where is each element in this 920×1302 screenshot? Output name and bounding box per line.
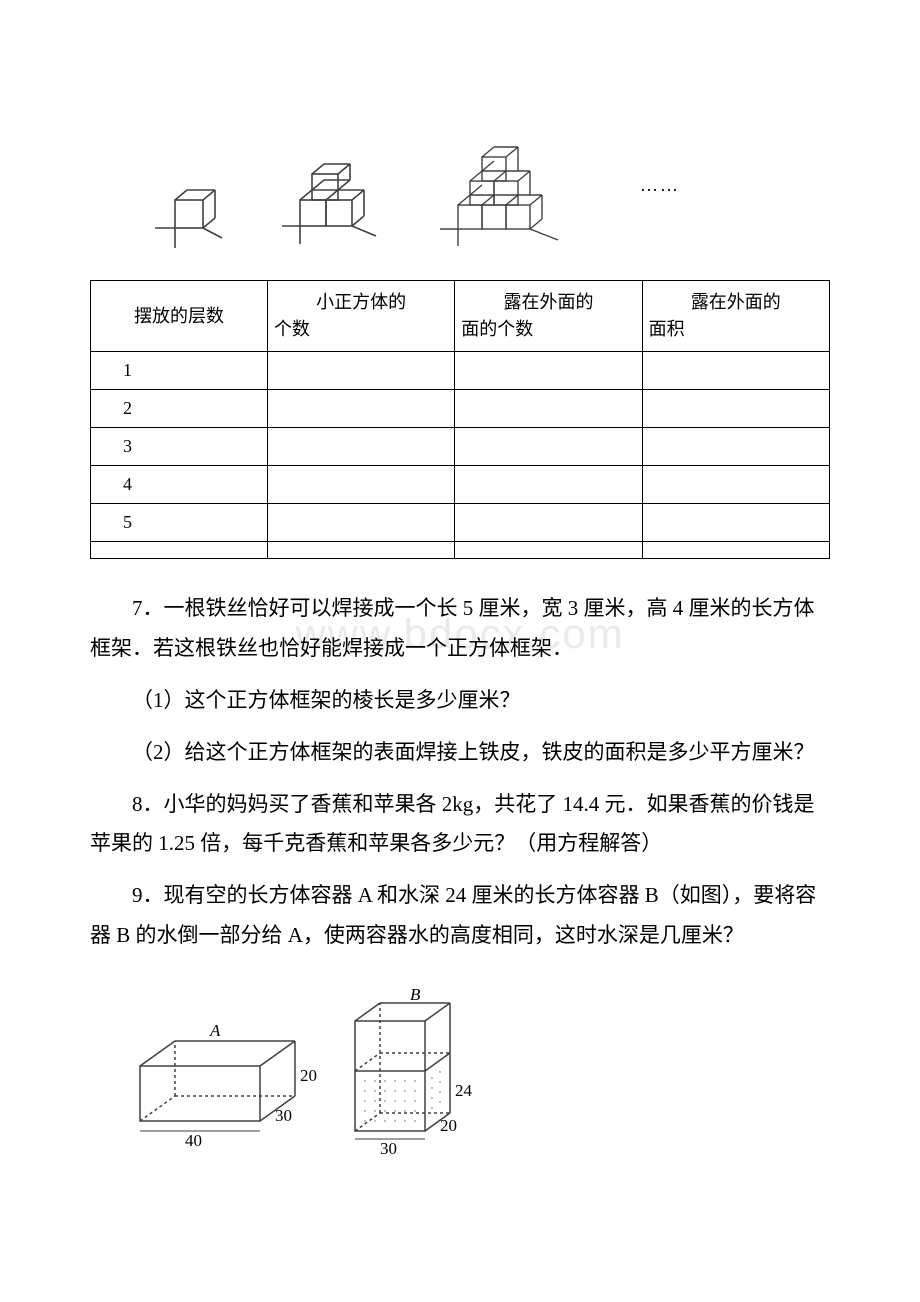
dim-B-water: 24	[455, 1081, 473, 1100]
cell-n4: 4	[91, 466, 268, 504]
table-row: 2	[91, 390, 830, 428]
page-content: …… 摆放的层数 小正方体的 个数 露在外面的 面的个数 露在外面的 面积 1 …	[0, 0, 920, 1221]
cell	[455, 504, 642, 542]
header-cubes-l1: 小正方体的	[274, 289, 448, 316]
cell	[455, 466, 642, 504]
header-cubes-l2: 个数	[274, 316, 448, 343]
header-faces-l1: 露在外面的	[461, 289, 635, 316]
cube-figure-2	[280, 140, 400, 250]
header-area-l2: 面积	[649, 316, 823, 343]
header-cubes: 小正方体的 个数	[267, 281, 454, 352]
cell	[267, 466, 454, 504]
cell	[642, 466, 829, 504]
table-header-row: 摆放的层数 小正方体的 个数 露在外面的 面的个数 露在外面的 面积	[91, 281, 830, 352]
dim-A-d: 30	[275, 1106, 292, 1125]
cell-n2: 2	[91, 390, 268, 428]
cell	[455, 352, 642, 390]
cell	[455, 390, 642, 428]
cell	[267, 542, 454, 559]
question-9: 9．现有空的长方体容器 A 和水深 24 厘米的长方体容器 B（如图），要将容器…	[90, 876, 830, 956]
cell	[642, 390, 829, 428]
cell-n6	[91, 542, 268, 559]
containers-figure: A 20 30 40	[120, 986, 490, 1176]
ellipsis-dots: ……	[640, 175, 680, 196]
dim-A-w: 40	[185, 1131, 202, 1150]
cell	[267, 504, 454, 542]
label-A: A	[209, 1021, 221, 1040]
cell-n1: 1	[91, 352, 268, 390]
header-faces: 露在外面的 面的个数	[455, 281, 642, 352]
cell-n5: 5	[91, 504, 268, 542]
header-area: 露在外面的 面积	[642, 281, 829, 352]
header-layers: 摆放的层数	[91, 281, 268, 352]
table-row	[91, 542, 830, 559]
table-row: 3	[91, 428, 830, 466]
question-7-intro: 7．一根铁丝恰好可以焊接成一个长 5 厘米，宽 3 厘米，高 4 厘米的长方体框…	[90, 589, 830, 669]
cube-figures-row: ……	[150, 120, 830, 250]
cell	[642, 542, 829, 559]
table-row: 4	[91, 466, 830, 504]
cell	[455, 542, 642, 559]
table-row: 5	[91, 504, 830, 542]
header-faces-l2: 面的个数	[461, 316, 635, 343]
cube-figure-3	[440, 110, 590, 250]
dim-B-d: 20	[440, 1116, 457, 1135]
question-7-part1: （1）这个正方体框架的棱长是多少厘米？	[90, 681, 830, 721]
dim-A-h: 20	[300, 1066, 317, 1085]
header-area-l1: 露在外面的	[649, 289, 823, 316]
table-row: 1	[91, 352, 830, 390]
question-8: 8．小华的妈妈买了香蕉和苹果各 2kg，共花了 14.4 元．如果香蕉的价钱是苹…	[90, 785, 830, 865]
cell	[642, 504, 829, 542]
cube-figure-1	[150, 160, 240, 250]
layers-table: 摆放的层数 小正方体的 个数 露在外面的 面的个数 露在外面的 面积 1 2 3…	[90, 280, 830, 559]
cell	[267, 390, 454, 428]
cell	[455, 428, 642, 466]
question-7-part2: （2）给这个正方体框架的表面焊接上铁皮，铁皮的面积是多少平方厘米？	[90, 733, 830, 773]
cell	[267, 428, 454, 466]
cell	[267, 352, 454, 390]
label-B: B	[410, 986, 421, 1004]
cell-n3: 3	[91, 428, 268, 466]
cell	[642, 352, 829, 390]
cell	[642, 428, 829, 466]
dim-B-w: 30	[380, 1139, 397, 1158]
